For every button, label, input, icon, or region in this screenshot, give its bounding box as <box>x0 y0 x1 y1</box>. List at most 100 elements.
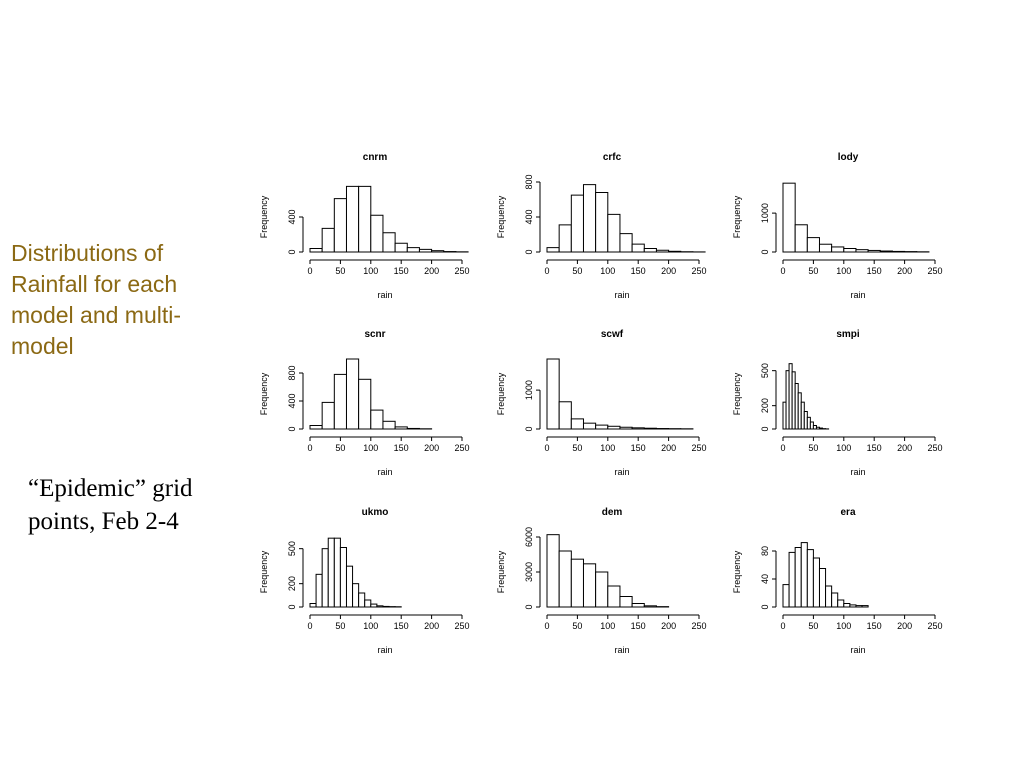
histogram-bar <box>382 605 390 608</box>
histogram-bar <box>619 426 633 430</box>
histogram-bar <box>607 585 621 608</box>
histogram-bar <box>345 565 354 608</box>
histogram-cnrm: cnrm 0 50 100 150 200 250 rain 0 400 Frequency <box>259 152 470 300</box>
histogram-bar <box>631 603 645 608</box>
histogram-bar <box>558 550 572 608</box>
histogram-scwf: scwf 0 50 100 150 200 250 rain 0 1000 Frequency <box>496 329 707 477</box>
x-tick-label: 50 <box>335 266 345 276</box>
y-tick-label: 0 <box>287 426 297 431</box>
slide-heading-line: Distributions of <box>11 240 164 266</box>
x-tick-label: 150 <box>631 621 646 631</box>
y-axis-label: Frequency <box>259 195 269 238</box>
histogram-bar <box>333 198 347 253</box>
y-axis-label: Frequency <box>259 550 269 593</box>
histogram-bar <box>837 599 845 608</box>
histogram-bar <box>309 603 317 608</box>
x-axis-label: rain <box>614 290 629 300</box>
histogram-bar <box>394 242 408 253</box>
histogram-bar <box>418 248 433 253</box>
x-tick-label: 200 <box>424 621 439 631</box>
histogram-dem: dem 0 50 100 150 200 250 rain 0 3000 6000 Frequency <box>496 507 707 655</box>
x-tick-label: 100 <box>363 621 378 631</box>
histogram-crfc: crfc 0 50 100 150 200 250 rain 0 400 800 Frequency <box>496 152 707 300</box>
histogram-bar <box>812 557 820 608</box>
x-tick-label: 200 <box>424 266 439 276</box>
x-tick-label: 50 <box>572 266 582 276</box>
x-tick-label: 50 <box>572 443 582 453</box>
x-tick-label: 0 <box>307 443 312 453</box>
histogram-bar <box>376 605 384 608</box>
histogram-bar <box>333 537 341 608</box>
x-tick-label: 50 <box>808 443 818 453</box>
x-axis-label: rain <box>850 290 865 300</box>
histogram-bar <box>358 378 372 430</box>
x-tick-label: 250 <box>691 621 706 631</box>
histogram-bar <box>867 249 881 253</box>
x-tick-label: 250 <box>691 443 706 453</box>
histogram-bar <box>855 605 863 608</box>
chart-title: lody <box>838 152 859 163</box>
slide-heading: Distributions of Rainfall for each model… <box>11 238 243 362</box>
histogram-bar <box>619 233 633 253</box>
histogram-bar <box>643 427 657 430</box>
y-tick-label: 0 <box>287 249 297 254</box>
y-tick-label: 0 <box>524 604 534 609</box>
histogram-bar <box>655 249 670 253</box>
histogram-bar <box>364 599 372 608</box>
histogram-bar <box>631 243 645 253</box>
x-tick-label: 50 <box>808 266 818 276</box>
x-tick-label: 150 <box>394 266 409 276</box>
chart-title: cnrm <box>363 152 388 163</box>
histogram-bar <box>794 224 808 253</box>
histogram-bar <box>309 425 323 430</box>
x-tick-label: 100 <box>363 266 378 276</box>
x-tick-label: 150 <box>867 621 882 631</box>
histogram-bar <box>788 551 796 608</box>
histogram-bar <box>339 547 347 608</box>
histogram-bar <box>406 427 420 430</box>
x-tick-label: 0 <box>544 443 549 453</box>
y-axis-label: Frequency <box>732 372 742 415</box>
x-tick-label: 50 <box>572 621 582 631</box>
x-tick-label: 100 <box>600 621 615 631</box>
histogram-bar <box>582 184 597 253</box>
y-tick-label: 0 <box>760 604 770 609</box>
histogram-bar <box>570 558 584 608</box>
x-tick-label: 0 <box>307 266 312 276</box>
y-tick-label: 6000 <box>524 527 534 547</box>
histogram-bar <box>382 420 396 430</box>
histogram-bar <box>806 549 814 608</box>
chart-title: scnr <box>364 329 385 340</box>
histogram-bar <box>855 249 869 253</box>
x-tick-label: 150 <box>631 266 646 276</box>
x-axis-label: rain <box>850 467 865 477</box>
y-tick-label: 800 <box>287 365 297 380</box>
x-tick-label: 250 <box>454 266 469 276</box>
x-tick-label: 150 <box>394 443 409 453</box>
x-axis-label: rain <box>850 645 865 655</box>
y-axis-label: Frequency <box>732 550 742 593</box>
x-tick-label: 150 <box>867 443 882 453</box>
y-tick-label: 400 <box>287 393 297 408</box>
x-tick-label: 150 <box>631 443 646 453</box>
chart-title: crfc <box>603 152 622 163</box>
histogram-smpi: smpi 0 50 100 150 200 250 rain 0 200 500 Frequency <box>732 329 943 477</box>
x-tick-label: 100 <box>836 443 851 453</box>
histogram-bar <box>891 250 906 253</box>
x-tick-label: 0 <box>544 621 549 631</box>
y-tick-label: 1000 <box>760 203 770 223</box>
histogram-bar <box>431 250 445 253</box>
y-tick-label: 0 <box>287 604 297 609</box>
histogram-bar <box>321 548 329 608</box>
y-tick-label: 800 <box>524 174 534 189</box>
y-tick-label: 40 <box>760 574 770 584</box>
y-axis-label: Frequency <box>496 550 506 593</box>
histogram-lody: lody 0 50 100 150 200 250 rain 0 1000 Frequency <box>732 152 943 300</box>
y-tick-label: 400 <box>287 209 297 224</box>
slide-subheading-line: points, Feb 2-4 <box>28 508 179 535</box>
x-tick-label: 250 <box>454 443 469 453</box>
histogram-bar <box>643 248 657 253</box>
y-axis-label: Frequency <box>496 195 506 238</box>
histogram-bar <box>345 185 360 253</box>
x-axis-label: rain <box>614 645 629 655</box>
